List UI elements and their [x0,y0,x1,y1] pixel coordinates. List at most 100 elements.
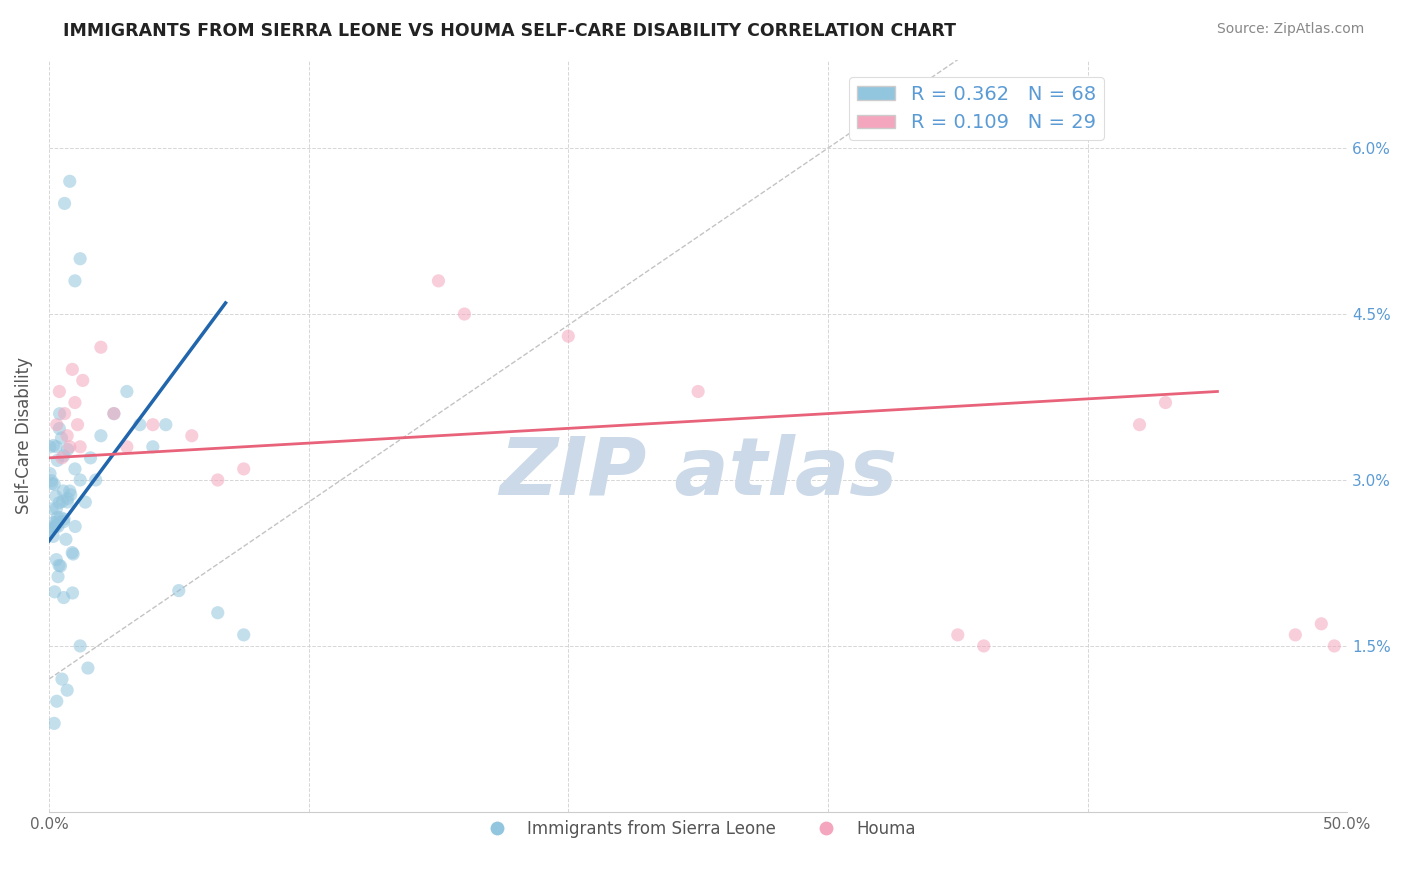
Point [51,431,73,445]
Point [90,428,112,442]
Point [84,473,107,487]
Point [69,639,91,653]
Point [56,491,79,506]
Point [207,473,229,487]
Text: IMMIGRANTS FROM SIERRA LEONE VS HOUMA SELF-CARE DISABILITY CORRELATION CHART: IMMIGRANTS FROM SIERRA LEONE VS HOUMA SE… [63,22,956,40]
Point [48,384,70,399]
Point [48,558,70,573]
Point [142,440,165,454]
Point [46,519,69,533]
Point [45,501,67,516]
Text: ZIP atlas: ZIP atlas [499,434,897,512]
Point [41,476,63,491]
Point [56,428,79,442]
Point [42,438,65,452]
Point [53,196,76,211]
Point [69,473,91,487]
Point [427,274,450,288]
Point [69,440,91,454]
Point [45,515,67,529]
Point [52,483,75,498]
Point [79,450,101,465]
Legend: Immigrants from Sierra Leone, Houma: Immigrants from Sierra Leone, Houma [474,814,922,845]
Point [55,533,77,547]
Point [63,274,86,288]
Point [142,417,165,432]
Point [103,407,125,421]
Point [51,672,73,686]
Point [62,547,84,561]
Point [973,639,995,653]
Point [51,494,73,508]
Point [1154,395,1177,409]
Point [63,462,86,476]
Point [52,449,75,463]
Point [232,628,254,642]
Point [56,442,79,457]
Point [946,628,969,642]
Point [42,516,65,530]
Point [128,417,150,432]
Point [207,606,229,620]
Point [75,495,97,509]
Point [45,552,67,566]
Point [77,661,100,675]
Point [41,501,63,516]
Point [44,520,66,534]
Point [115,440,138,454]
Point [38,440,60,454]
Point [39,523,62,537]
Point [69,252,91,266]
Point [39,467,62,481]
Point [453,307,475,321]
Point [1128,417,1150,432]
Point [46,510,69,524]
Point [557,329,579,343]
Text: Source: ZipAtlas.com: Source: ZipAtlas.com [1216,22,1364,37]
Point [60,362,83,376]
Point [167,583,190,598]
Point [115,384,138,399]
Point [63,519,86,533]
Point [62,586,84,600]
Point [59,488,82,502]
Point [103,407,125,421]
Point [44,585,66,599]
Point [1284,628,1306,642]
Point [48,407,70,421]
Point [232,462,254,476]
Point [45,694,67,708]
Point [56,495,79,509]
Point [48,421,70,435]
Point [46,453,69,467]
Point [52,515,75,529]
Point [49,559,72,574]
Point [53,407,76,421]
Point [48,496,70,510]
Point [44,716,66,731]
Point [180,428,202,442]
Point [155,417,177,432]
Point [66,417,89,432]
Point [60,545,83,559]
Point [45,489,67,503]
Point [688,384,710,399]
Point [49,510,72,524]
Point [45,440,67,454]
Point [63,395,86,409]
Point [45,417,67,432]
Point [45,518,67,533]
Point [46,570,69,584]
Point [72,373,94,387]
Point [38,523,60,537]
Point [1310,616,1333,631]
Point [59,484,82,499]
Point [59,440,82,454]
Point [90,340,112,354]
Point [51,450,73,465]
Y-axis label: Self-Care Disability: Self-Care Disability [15,357,32,515]
Point [53,512,76,526]
Point [42,529,65,543]
Point [44,477,66,491]
Point [59,174,82,188]
